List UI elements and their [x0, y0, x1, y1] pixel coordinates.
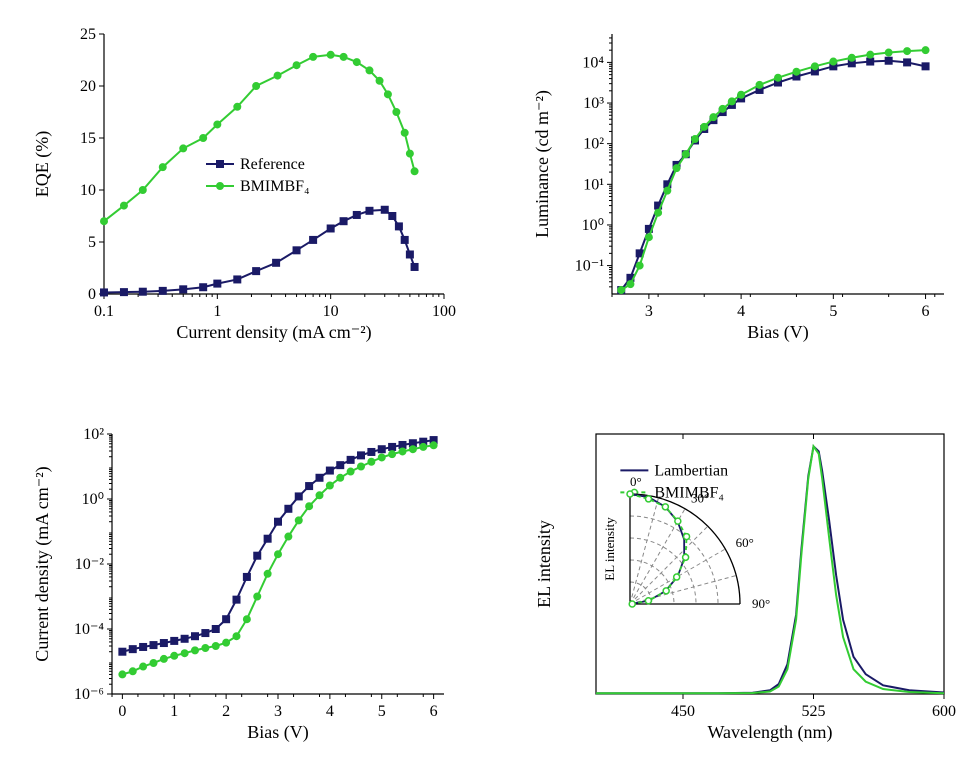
x-tick-label: 525 [802, 703, 826, 720]
chart-luminance-vs-bias: 3 4 5 6 10⁻¹ 10⁰ 10¹ 10² 10³ 10⁴ Bias (V) Luminance… [530, 20, 960, 350]
x-tick-label: 2 [222, 703, 230, 720]
x-tick-label: 5 [378, 703, 386, 720]
x-tick-label: 0.1 [94, 303, 114, 320]
x-tick-label: 0 [118, 703, 126, 720]
y-tick-label: 10³ [583, 95, 604, 112]
y-tick-label: 15 [80, 130, 96, 147]
x-tick-label: 3 [645, 303, 653, 320]
chart-svg: 0 1 2 3 4 5 6 10⁻⁶ 10⁻⁴ 10⁻² 10⁰ 10² Bias (V) Current… [30, 420, 460, 750]
x-axis-label: Current density (mA cm⁻²) [176, 322, 371, 343]
y-tick-label: 10⁻² [75, 556, 104, 573]
y-tick-label: 10⁰ [582, 217, 604, 234]
y-tick-label: 10⁻⁶ [74, 686, 104, 703]
y-tick-label: 20 [80, 78, 96, 95]
y-tick-label: 10² [583, 136, 604, 153]
y-tick-label: 5 [88, 234, 96, 251]
y-tick-label: 10⁻¹ [575, 258, 604, 275]
x-tick-label: 600 [932, 703, 956, 720]
x-tick-label: 6 [430, 703, 438, 720]
x-tick-label: 1 [213, 303, 221, 320]
y-axis-label: Current density (mA cm⁻²) [32, 466, 53, 661]
legend-label: Reference [240, 156, 305, 173]
x-tick-label: 4 [737, 303, 745, 320]
y-tick-label: 0 [88, 286, 96, 303]
polar-angle-label: 90° [752, 596, 770, 611]
chart-svg: 450 525 600 Wavelength (nm) EL intensity Lamb… [530, 420, 960, 750]
legend-label: BMIMBF₄ [654, 484, 724, 501]
y-tick-label: 10² [83, 426, 104, 443]
y-tick-label: 10 [80, 182, 96, 199]
polar-angle-label: 0° [630, 474, 642, 489]
x-tick-label: 3 [274, 703, 282, 720]
polar-angle-label: 60° [736, 535, 754, 550]
x-tick-label: 100 [432, 303, 456, 320]
x-tick-label: 6 [922, 303, 930, 320]
y-axis-label: Luminance (cd m⁻²) [532, 90, 553, 238]
chart-el-spectrum: 450 525 600 Wavelength (nm) EL intensity Lamb… [530, 420, 960, 750]
y-tick-label: 10⁴ [582, 54, 604, 71]
chart-svg: 3 4 5 6 10⁻¹ 10⁰ 10¹ 10² 10³ 10⁴ Bias (V) Luminance… [530, 20, 960, 350]
polar-angle-label: 30° [691, 490, 709, 505]
x-tick-label: 10 [323, 303, 339, 320]
x-tick-label: 1 [170, 703, 178, 720]
y-tick-label: 25 [80, 26, 96, 43]
y-tick-label: 10⁰ [82, 491, 104, 508]
x-axis-label: Bias (V) [747, 322, 809, 343]
legend-label: BMIMBF₄ [240, 178, 310, 195]
polar-axis-label: EL intensity [602, 517, 617, 581]
page: { "colors": { "reference": "#1a1a66", "b… [0, 0, 980, 781]
x-axis-label: Bias (V) [247, 722, 309, 743]
chart-svg: 0.1 1 10 100 0 5 10 15 20 25 Current density (mA c… [30, 20, 460, 350]
y-axis-label: EQE (%) [32, 131, 53, 197]
chart-current-density-vs-bias: 0 1 2 3 4 5 6 10⁻⁶ 10⁻⁴ 10⁻² 10⁰ 10² Bias (V) Current… [30, 420, 460, 750]
y-axis-label: EL intensity [534, 520, 554, 608]
legend-label: Lambertian [654, 462, 728, 479]
y-tick-label: 10¹ [583, 176, 604, 193]
y-tick-label: 10⁻⁴ [74, 621, 104, 638]
x-axis-label: Wavelength (nm) [707, 722, 832, 743]
x-tick-label: 450 [671, 703, 695, 720]
x-tick-label: 5 [829, 303, 837, 320]
chart-eqe-vs-current-density: 0.1 1 10 100 0 5 10 15 20 25 Current density (mA c… [30, 20, 460, 350]
x-tick-label: 4 [326, 703, 334, 720]
